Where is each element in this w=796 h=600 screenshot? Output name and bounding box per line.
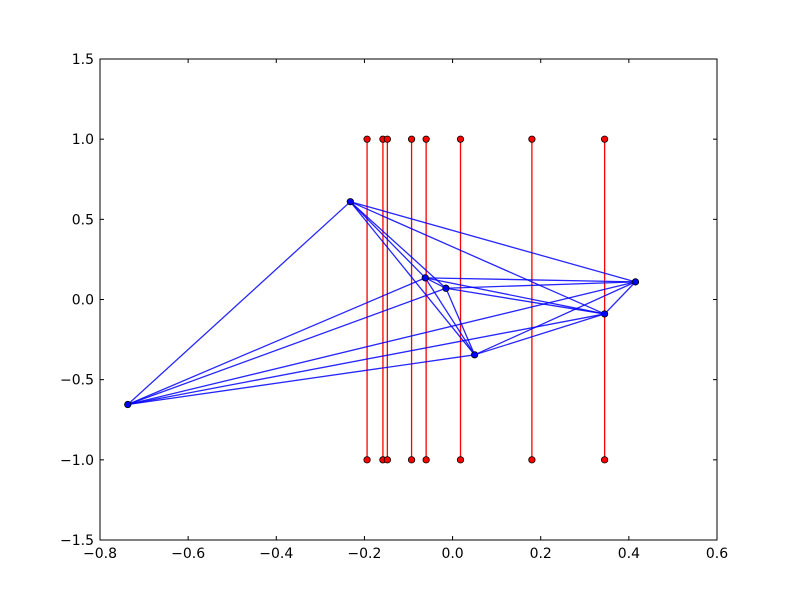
network-edge	[424, 277, 447, 289]
axis-ticks	[99, 58, 718, 541]
network-node-point	[601, 310, 609, 318]
segment-endpoint-point	[383, 135, 391, 143]
x-tick-label: −0.2	[347, 546, 381, 562]
y-tick-label: −1.5	[60, 533, 94, 549]
x-tick-label: −0.4	[259, 546, 293, 562]
x-tick-label: −0.6	[171, 546, 205, 562]
segment-endpoint-point	[456, 456, 465, 464]
network-edge	[425, 277, 636, 283]
network-node-point	[346, 198, 354, 206]
axis-tick-labels: −0.8 −0.6 −0.4 −0.2 0.0 0.2 0.4 0.6 −1.5 −1.0 −0.5…	[60, 52, 728, 562]
network-edge	[445, 288, 476, 356]
x-tick-label: 0.6	[706, 546, 728, 562]
network-node-point	[631, 278, 640, 286]
network-edge	[425, 277, 605, 315]
segment-endpoint-point	[383, 456, 391, 464]
segment-endpoint-point	[363, 135, 371, 143]
y-tick-label: −1.0	[60, 453, 94, 469]
segment-endpoint-point	[422, 456, 430, 464]
network-edge	[474, 281, 636, 356]
x-tick-label: 0.4	[618, 546, 640, 562]
x-tick-label: −0.8	[83, 546, 117, 562]
network-node-point	[442, 284, 450, 292]
y-tick-label: 1.0	[72, 132, 94, 148]
network-edge	[127, 201, 351, 405]
segment-endpoint-point	[528, 456, 536, 464]
network-edge	[127, 354, 475, 406]
network-node-point	[471, 351, 479, 359]
network-node-point	[421, 274, 429, 282]
network-edge	[127, 281, 636, 406]
network-edge	[445, 287, 605, 315]
network-edge	[127, 277, 426, 406]
network-edge	[350, 201, 636, 283]
network-edge	[349, 201, 447, 289]
network-edge	[127, 287, 447, 406]
segment-endpoint-point	[422, 135, 430, 143]
plot-marks	[124, 135, 640, 464]
network-edge	[474, 313, 605, 356]
network-edge	[350, 201, 605, 315]
x-tick-label: 0.0	[441, 546, 463, 562]
segment-endpoint-point	[456, 135, 465, 143]
network-edge	[127, 313, 605, 406]
y-tick-label: 0.5	[72, 212, 94, 228]
network-edge	[349, 201, 426, 279]
segment-endpoint-point	[601, 456, 609, 464]
network-edge	[445, 281, 636, 289]
network-node-point	[124, 400, 132, 409]
network-edge	[349, 201, 476, 356]
y-tick-label: −0.5	[60, 373, 94, 389]
segment-endpoint-point	[407, 456, 416, 464]
segment-endpoint-point	[528, 135, 536, 143]
y-tick-label: 1.5	[72, 52, 94, 68]
y-tick-label: 0.0	[72, 293, 94, 309]
network-edge	[424, 277, 476, 356]
segment-endpoint-point	[601, 135, 609, 143]
segment-endpoint-point	[407, 135, 416, 143]
x-tick-label: 0.2	[530, 546, 552, 562]
segment-endpoint-point	[363, 456, 371, 464]
network-edge	[604, 281, 636, 315]
